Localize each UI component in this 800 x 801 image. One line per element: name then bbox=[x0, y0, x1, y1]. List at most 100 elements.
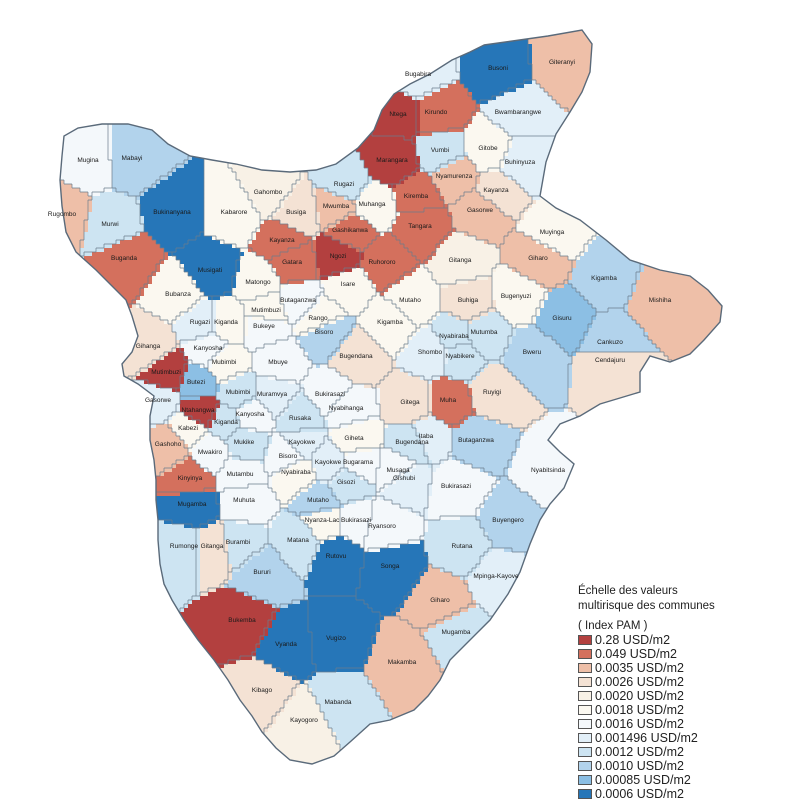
commune-label: Rugombo bbox=[48, 211, 77, 218]
commune-label: Kigamba bbox=[591, 275, 617, 282]
commune-label: Gashikanwa bbox=[332, 227, 368, 234]
commune-label: Gashoho bbox=[155, 441, 182, 448]
commune-label: Bukirasazi bbox=[341, 517, 371, 524]
commune-region bbox=[220, 484, 280, 528]
commune-region bbox=[216, 296, 248, 344]
legend-swatch bbox=[578, 677, 592, 687]
commune-region bbox=[204, 136, 264, 252]
legend-item: 0.0010 USD/m2 bbox=[578, 759, 793, 773]
commune-label: Mutimbuzi bbox=[151, 369, 181, 376]
commune-region bbox=[80, 192, 144, 260]
commune-label: Rugazi bbox=[334, 181, 354, 188]
commune-region bbox=[380, 368, 432, 424]
legend-label: 0.0010 USD/m2 bbox=[595, 759, 684, 773]
commune-region bbox=[328, 384, 380, 432]
legend-swatch bbox=[578, 719, 592, 729]
commune-label: Gisozi bbox=[337, 479, 355, 486]
commune-region bbox=[256, 600, 316, 684]
commune-region bbox=[232, 248, 284, 304]
commune-label: Bugenyuzi bbox=[501, 293, 531, 300]
commune-label: Kayogoro bbox=[290, 717, 318, 724]
commune-region bbox=[292, 296, 348, 336]
commune-label: Kabarore bbox=[221, 209, 248, 216]
commune-label: Murwi bbox=[101, 221, 118, 228]
legend-label: 0.0012 USD/m2 bbox=[595, 745, 684, 759]
commune-label: Kayokwe bbox=[315, 459, 342, 466]
commune-region bbox=[356, 296, 420, 360]
legend-label: 0.28 USD/m2 bbox=[595, 633, 671, 647]
commune-label: Ruyigi bbox=[483, 389, 501, 396]
legend-swatch bbox=[578, 747, 592, 757]
commune-label: Kinyinya bbox=[178, 475, 203, 482]
legend-swatch bbox=[578, 705, 592, 715]
legend-item: 0.28 USD/m2 bbox=[578, 633, 793, 647]
legend-title-line2: multirisque des communes bbox=[578, 600, 715, 612]
commune-label: Mubimbi bbox=[226, 389, 251, 396]
commune-label: Nyabikere bbox=[445, 353, 475, 360]
commune-label: Mishiha bbox=[649, 297, 672, 304]
commune-label: Ntahangwa bbox=[182, 407, 215, 414]
commune-label: Giheta bbox=[344, 435, 364, 442]
commune-label: Bururi bbox=[253, 569, 270, 576]
commune-label: Bugabira bbox=[405, 71, 431, 78]
commune-region bbox=[528, 30, 722, 156]
commune-label: Bugendana bbox=[339, 353, 373, 360]
commune-label: Bukirasazi bbox=[315, 391, 345, 398]
commune-label: Matana bbox=[287, 537, 309, 544]
commune-label: Burambi bbox=[226, 539, 250, 546]
commune-region bbox=[244, 296, 288, 324]
legend-item: 0.0012 USD/m2 bbox=[578, 745, 793, 759]
commune-label: Gitanga bbox=[449, 257, 472, 264]
commune-region bbox=[476, 172, 536, 224]
commune-label: Gasorwe bbox=[145, 397, 171, 404]
commune-region bbox=[416, 132, 468, 176]
commune-label: Butezi bbox=[187, 379, 205, 386]
legend-item: 0.0006 USD/m2 bbox=[578, 787, 793, 801]
commune-label: Vumbi bbox=[431, 147, 449, 154]
commune-label: Nyabitsinda bbox=[531, 467, 565, 474]
legend-item: 0.0018 USD/m2 bbox=[578, 703, 793, 717]
commune-label: Bugarama bbox=[343, 459, 373, 466]
commune-region bbox=[500, 232, 576, 292]
commune-region bbox=[396, 564, 476, 632]
legend-item: 0.049 USD/m2 bbox=[578, 647, 793, 661]
commune-region bbox=[268, 508, 320, 580]
legend-swatch bbox=[578, 733, 592, 743]
commune-label: Kayanza bbox=[269, 237, 295, 244]
legend-swatch bbox=[578, 775, 592, 785]
commune-region bbox=[224, 544, 308, 608]
commune-label: Kigamba bbox=[377, 319, 403, 326]
commune-label: Musaga bbox=[386, 467, 410, 474]
map-legend: Échelle des valeurs multirisque des comm… bbox=[578, 584, 793, 801]
commune-region bbox=[580, 312, 660, 352]
commune-label: Rumonge bbox=[170, 543, 199, 550]
commune-label: Giharo bbox=[430, 597, 450, 604]
commune-label: Mutimbuzi bbox=[251, 307, 281, 314]
commune-label: Giteranyi bbox=[549, 59, 575, 66]
commune-label: Giharo bbox=[528, 255, 548, 262]
commune-region bbox=[208, 344, 252, 384]
commune-label: Buhinyuza bbox=[505, 159, 536, 166]
commune-label: Mutaho bbox=[307, 497, 329, 504]
commune-label: Buhiga bbox=[458, 297, 479, 304]
commune-region bbox=[344, 448, 384, 484]
legend-swatch bbox=[578, 789, 592, 799]
commune-region bbox=[272, 172, 320, 240]
commune-region bbox=[176, 236, 244, 300]
commune-label: Makamba bbox=[388, 659, 417, 666]
legend-item: 0.0026 USD/m2 bbox=[578, 675, 793, 689]
commune-label: Ruhororo bbox=[368, 259, 395, 266]
commune-label: Mugina bbox=[77, 157, 99, 164]
commune-label: Buyengero bbox=[492, 517, 524, 524]
commune-region bbox=[440, 276, 496, 324]
commune-region bbox=[360, 232, 420, 296]
commune-label: Songa bbox=[381, 563, 400, 570]
commune-region bbox=[308, 600, 384, 672]
commune-label: Nyabiraba bbox=[439, 333, 469, 340]
legend-label: 0.0020 USD/m2 bbox=[595, 689, 684, 703]
commune-label: Bukeye bbox=[253, 323, 275, 330]
legend-swatch bbox=[578, 649, 592, 659]
commune-label: Mbuye bbox=[268, 359, 288, 366]
commune-region bbox=[284, 480, 344, 516]
commune-label: Bweru bbox=[523, 349, 542, 356]
